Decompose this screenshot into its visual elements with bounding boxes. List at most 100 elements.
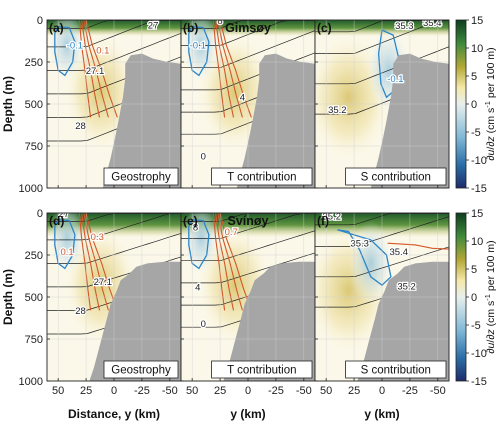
colorbar-tick-label: -15 bbox=[471, 376, 487, 388]
x-axis-label: y (km) bbox=[364, 407, 399, 421]
positive-shear-contour bbox=[212, 20, 226, 118]
contour-label: -0.1 bbox=[387, 74, 403, 85]
y-tick-label: 750 bbox=[25, 334, 43, 346]
panel-label-box bbox=[103, 360, 179, 379]
colorbar-tick-label: 5 bbox=[471, 264, 477, 276]
y-tick-label: 500 bbox=[25, 292, 43, 304]
contour-label: 27 bbox=[58, 209, 69, 220]
positive-shear-contour bbox=[217, 20, 243, 118]
positive-shear-contour bbox=[219, 20, 252, 118]
contour-label: 35.2 bbox=[323, 212, 342, 223]
plot-area: 8 0.7 4 0 bbox=[181, 213, 315, 381]
contour-label: 0.1 bbox=[96, 46, 109, 57]
panel-label: Geostrophy bbox=[111, 365, 171, 377]
contour-label: 4 bbox=[195, 282, 200, 293]
colorbar-label-superscript: -1 bbox=[483, 294, 492, 301]
colorbar-label-part: u bbox=[485, 149, 497, 155]
panel-label-box bbox=[211, 360, 313, 379]
colorbar-tick-label: 15 bbox=[471, 15, 483, 27]
colorbar-tick-label: 10 bbox=[471, 43, 483, 55]
contour-label: 27.1 bbox=[86, 66, 105, 77]
plot-area: 35.2 35.3 35.4 35.2 bbox=[315, 212, 449, 381]
x-tick-label: 50 bbox=[186, 385, 198, 397]
x-tick-label: 25 bbox=[348, 385, 360, 397]
x-tick-label: 25 bbox=[80, 385, 92, 397]
panel-label: S contribution bbox=[361, 172, 431, 184]
colorbar-label-part: (cm s bbox=[485, 108, 497, 137]
panel-tag: (c) bbox=[317, 21, 332, 35]
contour-label: 35.2 bbox=[328, 105, 347, 116]
colorbar-label-part: z bbox=[485, 136, 497, 143]
contour-label: -0.1 bbox=[67, 41, 83, 52]
positive-shear-contour bbox=[85, 20, 118, 118]
colorbar-label-part: u bbox=[485, 342, 497, 348]
panel-label: S contribution bbox=[361, 365, 431, 377]
colorbar-tick-label: 5 bbox=[471, 71, 477, 83]
x-tick-label: 0 bbox=[379, 385, 385, 397]
colorbar-tick-label: -10 bbox=[471, 155, 487, 167]
colorbar-tick-label: 15 bbox=[471, 208, 483, 220]
bathymetry bbox=[357, 261, 449, 381]
x-tick-label: 50 bbox=[52, 385, 64, 397]
contour-label: 35.3 bbox=[395, 21, 414, 32]
panel-label: T contribution bbox=[227, 365, 296, 377]
negative-shear-contour bbox=[54, 26, 76, 77]
panel-tag: (b) bbox=[183, 21, 198, 35]
positive-shear-contour bbox=[212, 213, 226, 311]
contour-label: 27 bbox=[148, 20, 159, 31]
colorbar-label: ∂u/∂z (cm s-1 per 100 m) bbox=[483, 240, 498, 353]
panel-tag: (a) bbox=[49, 21, 64, 35]
colorbar-label-part: (cm s bbox=[485, 301, 497, 330]
y-tick-label: 500 bbox=[25, 99, 43, 111]
section-title: Svínøy bbox=[228, 214, 269, 228]
negative-shear-contour bbox=[377, 29, 400, 99]
colorbar-label-superscript: -1 bbox=[483, 101, 492, 108]
positive-shear-contour bbox=[78, 20, 92, 118]
y-tick-label: 1000 bbox=[19, 183, 43, 195]
contour-label: 28 bbox=[75, 306, 86, 317]
positive-shear-contour bbox=[83, 213, 109, 311]
colorbar-tick-label: -5 bbox=[471, 127, 481, 139]
x-tick-label: -50 bbox=[430, 385, 446, 397]
colorbar-tick-label: 10 bbox=[471, 236, 483, 248]
positive-shear-contour bbox=[217, 213, 243, 311]
negative-shear-contour bbox=[54, 219, 76, 270]
y-tick-label: 1000 bbox=[19, 376, 43, 388]
panel-label-box bbox=[345, 360, 447, 379]
panel-label-box bbox=[345, 167, 447, 186]
contour-label: 35.4 bbox=[423, 18, 442, 29]
x-axis-label: y (km) bbox=[230, 407, 265, 421]
x-tick-label: -25 bbox=[268, 385, 284, 397]
colorbar-label: ∂u/∂z (cm s-1 per 100 m) bbox=[483, 47, 498, 160]
colorbar-tick-label: -10 bbox=[471, 348, 487, 360]
contour-label: 28 bbox=[75, 121, 86, 132]
y-tick-label: 0 bbox=[37, 15, 43, 27]
contour-label: 0 bbox=[201, 319, 206, 330]
y-tick-label: 250 bbox=[25, 57, 43, 69]
contour-label: 35.4 bbox=[390, 247, 409, 258]
contour-label: 35.2 bbox=[397, 281, 416, 292]
negative-shear-contour bbox=[188, 26, 210, 77]
contour-label: 0.1 bbox=[60, 247, 73, 258]
negative-shear-contour bbox=[188, 219, 210, 270]
bathymetry bbox=[89, 261, 181, 381]
contour-label: -0.1 bbox=[190, 41, 206, 52]
positive-shear-contour bbox=[387, 242, 449, 250]
colorbar-label-part: ∂ bbox=[485, 155, 497, 160]
contour-label: 8 bbox=[193, 223, 198, 234]
positive-shear-contour bbox=[85, 213, 118, 311]
y-axis-label: Depth (m) bbox=[1, 76, 15, 132]
colorbar-tick-label: -5 bbox=[471, 320, 481, 332]
positive-shear-contour bbox=[81, 20, 101, 118]
positive-shear-contour bbox=[83, 20, 109, 118]
panel-label: Geostrophy bbox=[111, 172, 171, 184]
colorbar-label-part: ∂ bbox=[485, 348, 497, 353]
positive-shear-contour bbox=[219, 213, 252, 311]
contour-label: 35.3 bbox=[350, 239, 369, 250]
colorbar-label-part: /∂ bbox=[485, 335, 497, 343]
y-tick-label: 0 bbox=[37, 208, 43, 220]
colorbar-label-part: per 100 m) bbox=[485, 47, 497, 101]
panel-tag: (e) bbox=[183, 214, 198, 228]
